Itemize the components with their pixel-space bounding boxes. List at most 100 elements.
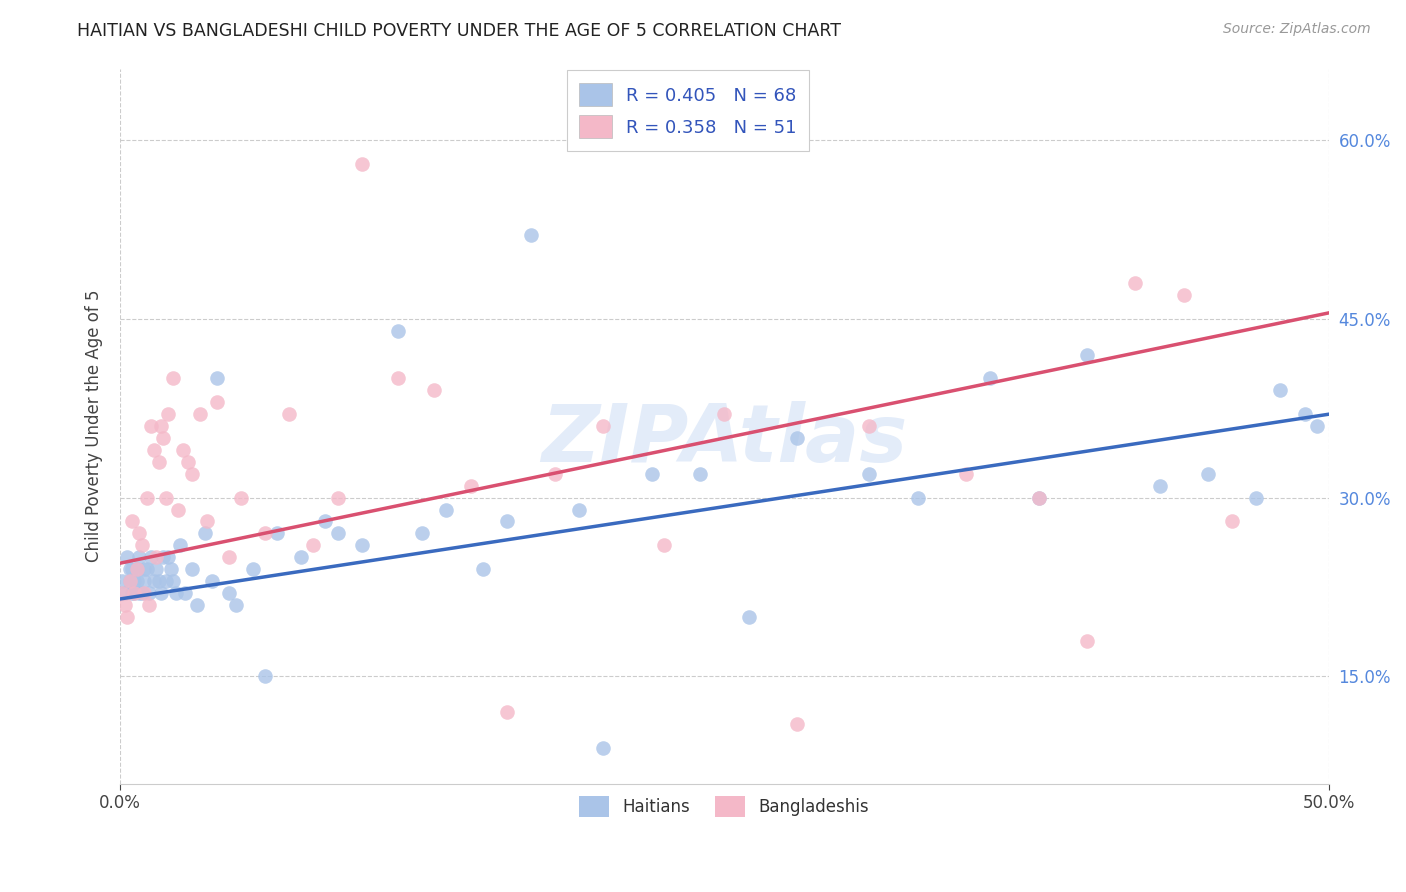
Point xyxy=(155,491,177,505)
Point xyxy=(411,526,433,541)
Point xyxy=(652,538,675,552)
Point xyxy=(229,491,252,505)
Point xyxy=(165,586,187,600)
Point xyxy=(176,455,198,469)
Point xyxy=(1294,407,1316,421)
Point xyxy=(641,467,664,481)
Point xyxy=(290,550,312,565)
Point xyxy=(157,550,180,565)
Point xyxy=(350,538,373,552)
Point xyxy=(858,467,880,481)
Point xyxy=(162,371,184,385)
Point xyxy=(124,586,146,600)
Point xyxy=(167,502,190,516)
Point xyxy=(387,324,409,338)
Point xyxy=(155,574,177,588)
Point xyxy=(520,228,543,243)
Point xyxy=(152,431,174,445)
Point xyxy=(194,526,217,541)
Point xyxy=(186,598,208,612)
Point xyxy=(471,562,494,576)
Point xyxy=(592,741,614,756)
Point xyxy=(131,586,153,600)
Point xyxy=(162,574,184,588)
Point xyxy=(387,371,409,385)
Point xyxy=(111,586,134,600)
Point xyxy=(495,515,517,529)
Point xyxy=(150,586,173,600)
Point xyxy=(278,407,301,421)
Point xyxy=(115,550,138,565)
Point xyxy=(159,562,181,576)
Point xyxy=(125,562,148,576)
Point xyxy=(1125,276,1147,290)
Point xyxy=(1076,348,1098,362)
Point xyxy=(118,574,141,588)
Point xyxy=(955,467,977,481)
Point xyxy=(205,395,228,409)
Point xyxy=(1028,491,1050,505)
Point xyxy=(302,538,325,552)
Point xyxy=(786,717,808,731)
Point xyxy=(111,574,134,588)
Point xyxy=(121,562,143,576)
Point xyxy=(713,407,735,421)
Point xyxy=(134,562,156,576)
Legend: Haitians, Bangladeshis: Haitians, Bangladeshis xyxy=(571,788,877,825)
Point xyxy=(326,491,349,505)
Point xyxy=(266,526,288,541)
Point xyxy=(148,455,170,469)
Point xyxy=(1305,419,1327,434)
Point xyxy=(128,586,150,600)
Point xyxy=(157,407,180,421)
Point xyxy=(1220,515,1243,529)
Point xyxy=(114,586,136,600)
Point xyxy=(1028,491,1050,505)
Y-axis label: Child Poverty Under the Age of 5: Child Poverty Under the Age of 5 xyxy=(86,290,103,562)
Point xyxy=(142,574,165,588)
Point xyxy=(495,705,517,719)
Point xyxy=(128,526,150,541)
Point xyxy=(174,586,197,600)
Point xyxy=(314,515,336,529)
Point xyxy=(181,467,204,481)
Point xyxy=(786,431,808,445)
Point xyxy=(172,442,194,457)
Text: HAITIAN VS BANGLADESHI CHILD POVERTY UNDER THE AGE OF 5 CORRELATION CHART: HAITIAN VS BANGLADESHI CHILD POVERTY UND… xyxy=(77,22,841,40)
Point xyxy=(124,586,146,600)
Point xyxy=(544,467,567,481)
Point xyxy=(188,407,211,421)
Point xyxy=(138,586,160,600)
Point xyxy=(124,574,146,588)
Point xyxy=(218,586,240,600)
Point xyxy=(218,550,240,565)
Point xyxy=(138,598,160,612)
Point xyxy=(568,502,591,516)
Text: ZIPAtlas: ZIPAtlas xyxy=(541,401,907,479)
Point xyxy=(326,526,349,541)
Point xyxy=(201,574,224,588)
Point xyxy=(689,467,711,481)
Point xyxy=(141,419,163,434)
Point xyxy=(350,157,373,171)
Point xyxy=(737,610,759,624)
Point xyxy=(423,384,446,398)
Point xyxy=(141,550,163,565)
Point xyxy=(125,574,148,588)
Point xyxy=(118,562,141,576)
Point xyxy=(181,562,204,576)
Point xyxy=(1149,479,1171,493)
Point xyxy=(115,610,138,624)
Point xyxy=(125,562,148,576)
Point xyxy=(205,371,228,385)
Point xyxy=(134,574,156,588)
Point xyxy=(134,586,156,600)
Point xyxy=(434,502,457,516)
Point xyxy=(118,574,141,588)
Point xyxy=(253,526,276,541)
Point xyxy=(131,538,153,552)
Point xyxy=(128,550,150,565)
Point xyxy=(135,562,157,576)
Point xyxy=(169,538,191,552)
Point xyxy=(142,442,165,457)
